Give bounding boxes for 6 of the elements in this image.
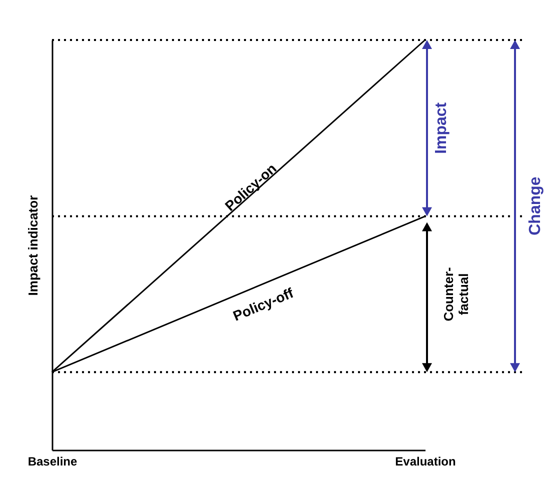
text: Change — [527, 176, 544, 236]
annotation: Impact — [433, 102, 450, 154]
x-tick-label: Evaluation — [395, 454, 456, 468]
x-tick-label: Baseline — [28, 454, 78, 468]
y-axis-title: Impact indicator — [26, 195, 40, 296]
annotation: Counter-factual — [441, 267, 471, 322]
